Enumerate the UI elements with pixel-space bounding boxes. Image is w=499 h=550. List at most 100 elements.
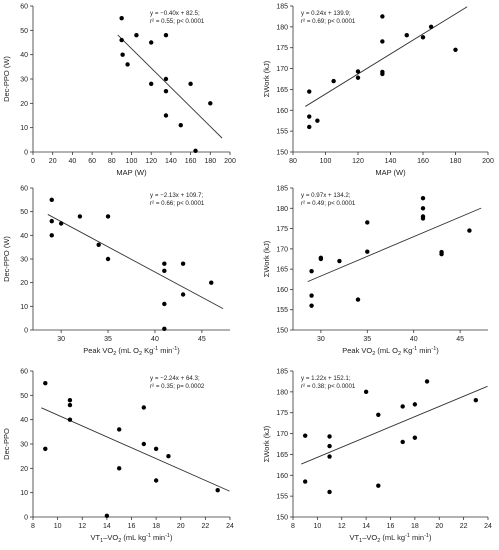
data-point (120, 52, 125, 57)
regression-line (301, 385, 488, 465)
data-point (49, 197, 54, 203)
y-tick-label: 185 (276, 186, 288, 193)
x-tick-label: 60 (88, 158, 96, 165)
data-point (153, 446, 159, 452)
data-point (119, 37, 124, 43)
data-point (58, 221, 64, 226)
y-tick-label: 170 (276, 246, 288, 253)
x-label-sub: 1 (100, 538, 103, 544)
data-point (309, 303, 314, 308)
x-label-text: Peak VO (83, 346, 113, 355)
x-label-text-2: –VO (103, 533, 118, 542)
data-point (420, 195, 426, 201)
x-label-unit-sub: 2 (139, 351, 142, 357)
data-point (355, 297, 361, 302)
x-tick-label: 45 (456, 336, 464, 343)
x-tick-label: 30 (317, 336, 325, 343)
y-tick-label: 60 (20, 4, 28, 11)
x-label-text: Peak VO (342, 346, 372, 355)
regression-line (117, 34, 223, 139)
x-label-unit: (W) (132, 168, 147, 177)
data-point (49, 233, 54, 238)
y-tick-label: 20 (20, 466, 28, 473)
data-point (365, 220, 370, 225)
x-tick-label: 12 (338, 523, 346, 530)
y-tick-label: 10 (20, 125, 28, 132)
data-point (376, 483, 381, 488)
data-point (67, 402, 73, 408)
data-point (400, 439, 405, 445)
data-point (428, 24, 434, 30)
y-axis-label: ΣWork (kJ) (262, 425, 271, 462)
y-tick-label: 155 (276, 307, 288, 314)
data-point (125, 62, 130, 67)
data-point (467, 228, 472, 233)
x-tick-label: 200 (482, 158, 494, 165)
data-point (307, 114, 312, 119)
x-tick-label: 12 (78, 523, 86, 530)
x-tick-label: 45 (198, 336, 206, 343)
data-point (166, 453, 171, 459)
data-point (355, 75, 361, 80)
x-tick-label: 18 (152, 523, 160, 530)
y-tick-label: 30 (20, 257, 28, 264)
data-point (302, 479, 308, 484)
data-point (134, 33, 139, 38)
x-label-unit-4: ) (436, 346, 439, 355)
x-label-text: VT (91, 533, 101, 542)
x-tick-label: 100 (126, 158, 138, 165)
data-point (355, 69, 361, 74)
data-point (327, 489, 332, 495)
y-tick-label: 150 (276, 150, 288, 157)
x-axis-label: MAP (W) (116, 168, 147, 177)
x-tick-label: 80 (289, 158, 297, 165)
data-point (163, 88, 169, 94)
data-point (420, 35, 426, 40)
y-tick-label: 150 (276, 328, 288, 335)
y-tick-label: 165 (276, 267, 288, 274)
x-tick-label: 10 (313, 523, 321, 530)
data-point (380, 39, 385, 44)
y-axis-label: Dec-PPO (2, 428, 11, 460)
y-tick-label: 160 (276, 473, 288, 480)
x-label-unit-4: ) (177, 346, 180, 355)
data-point (162, 268, 167, 274)
data-point (96, 242, 101, 247)
regression-stats: r² = 0.66; p< 0.0001 (150, 200, 205, 207)
x-label-sub: 2 (113, 351, 116, 357)
data-point (363, 389, 369, 395)
x-tick-label: 140 (385, 158, 397, 165)
data-point (67, 398, 73, 403)
data-point (43, 446, 48, 452)
x-tick-label: 160 (417, 158, 429, 165)
y-tick-label: 60 (20, 369, 28, 376)
x-tick-label: 40 (69, 158, 77, 165)
y-axis-label: ΣWork (kJ) (262, 240, 271, 277)
x-label-unit: (mL O (116, 346, 139, 355)
y-tick-label: 50 (20, 209, 28, 216)
data-point (43, 380, 48, 386)
y-tick-label: 160 (276, 287, 288, 294)
x-label-text: MAP (116, 168, 132, 177)
regression-equation: y = −2.13x + 109.7; (150, 192, 203, 199)
data-point (365, 249, 370, 254)
x-label-unit-sup: -1 (405, 533, 410, 539)
x-label-unit-3: min (158, 346, 172, 355)
y-tick-label: 60 (20, 186, 28, 193)
x-label-sub: 2 (372, 351, 375, 357)
data-point (420, 206, 426, 211)
x-tick-label: 14 (103, 523, 111, 530)
x-tick-label: 35 (363, 336, 371, 343)
x-tick-label: 120 (352, 158, 364, 165)
x-label-unit-3: min (410, 533, 424, 542)
x-label-unit-sup: -1 (153, 346, 158, 352)
data-point (209, 280, 214, 285)
x-tick-label: 35 (104, 336, 112, 343)
data-point (307, 124, 312, 130)
y-tick-label: 160 (276, 108, 288, 115)
data-point (163, 76, 169, 82)
